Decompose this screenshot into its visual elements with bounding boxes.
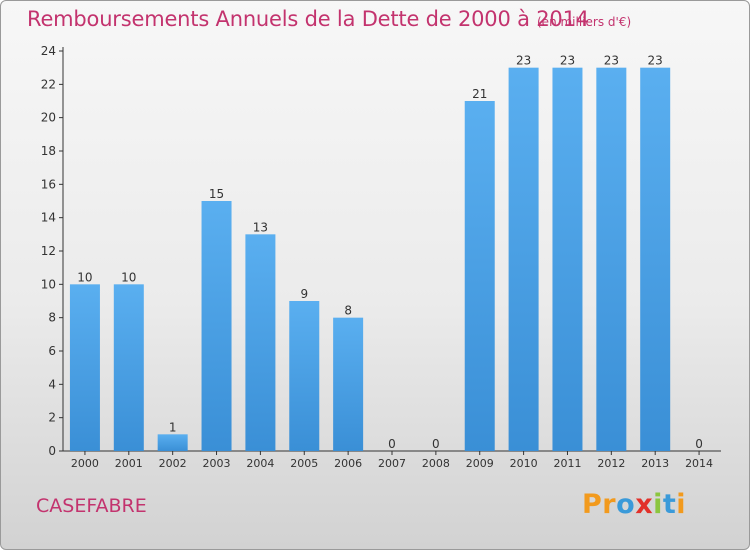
y-tick-label: 4 [48,377,56,391]
data-label: 23 [516,54,531,68]
logo-letter: i [676,489,687,520]
data-label: 10 [77,270,92,284]
y-tick-label: 16 [41,177,56,191]
y-tick-label: 2 [48,411,56,425]
data-label: 23 [648,54,663,68]
bar [289,301,320,451]
y-tick-label: 0 [48,444,56,458]
y-tick-label: 6 [48,344,56,358]
data-label: 13 [253,220,268,234]
y-tick-label: 14 [41,211,56,225]
data-label: 23 [604,54,619,68]
y-tick-label: 12 [41,244,56,258]
x-tick-label: 2011 [553,457,581,470]
x-tick-label: 2008 [422,457,450,470]
x-tick-label: 2014 [685,457,713,470]
data-label: 23 [560,54,575,68]
data-label: 15 [209,187,224,201]
data-label: 0 [388,437,396,451]
chart-subtitle: (en milliers d'€) [537,15,632,29]
bar [552,67,583,452]
logo-letter: r [602,489,617,520]
x-tick-label: 2013 [641,457,669,470]
data-label: 21 [472,87,487,101]
bar [69,284,100,451]
data-label: 8 [344,304,352,318]
bar [157,434,188,451]
bar [640,67,671,452]
x-tick-label: 2002 [159,457,187,470]
bar [596,67,627,452]
data-label: 1 [169,420,177,434]
x-tick-label: 2012 [597,457,625,470]
y-tick-label: 22 [41,77,56,91]
x-tick-label: 2010 [510,457,538,470]
y-tick-label: 20 [41,111,56,125]
x-tick-label: 2004 [246,457,274,470]
data-label: 10 [121,270,136,284]
y-tick-label: 24 [41,44,56,58]
y-tick-label: 10 [41,277,56,291]
x-tick-label: 2005 [290,457,318,470]
y-tick-label: 18 [41,144,56,158]
bar [333,317,364,451]
logo-letter: i [653,489,663,520]
x-tick-label: 2006 [334,457,362,470]
x-tick-label: 2001 [115,457,143,470]
logo-letter: P [582,489,603,520]
bar [245,234,276,451]
y-tick-label: 8 [48,311,56,325]
bar [508,67,539,452]
data-label: 0 [432,437,440,451]
data-label: 0 [695,437,703,451]
x-tick-label: 2003 [203,457,231,470]
x-tick-label: 2007 [378,457,406,470]
bar [113,284,144,451]
x-tick-label: 2000 [71,457,99,470]
x-tick-label: 2009 [466,457,494,470]
commune-name: CASEFABRE [36,495,147,517]
logo-letter: o [616,489,636,520]
proxiti-logo: Proxiti [582,489,686,520]
logo-letter: x [635,489,654,520]
chart-title: Remboursements Annuels de la Dette de 20… [27,7,589,31]
bar [201,201,232,451]
logo-letter: t [662,489,677,520]
bar [464,101,495,451]
data-label: 9 [300,287,308,301]
